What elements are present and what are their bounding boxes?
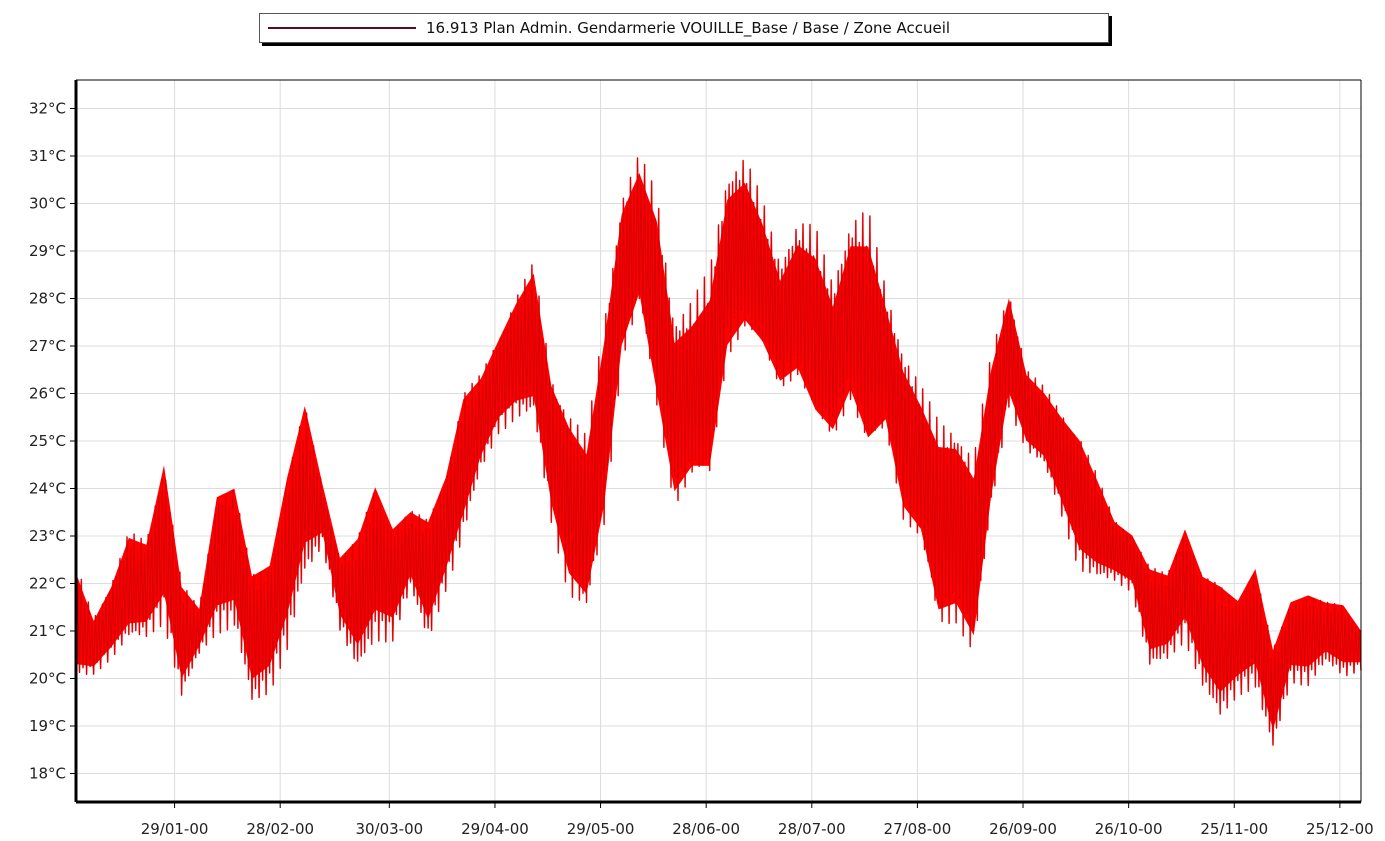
x-tick-label: 30/03-00 xyxy=(355,820,423,838)
y-tick-label: 25°C xyxy=(29,432,66,450)
y-tick-label: 19°C xyxy=(29,717,66,735)
series-line-red xyxy=(75,157,1362,746)
y-tick-label: 31°C xyxy=(29,147,66,165)
y-tick-label: 21°C xyxy=(29,622,66,640)
series-temperature xyxy=(75,157,1362,746)
y-tick-label: 18°C xyxy=(29,765,66,783)
x-tick-label: 29/01-00 xyxy=(141,820,209,838)
legend-swatch-line xyxy=(268,27,416,29)
y-tick-label: 23°C xyxy=(29,527,66,545)
x-tick-label: 26/10-00 xyxy=(1095,820,1163,838)
chart-grid xyxy=(76,80,1361,802)
y-tick-label: 27°C xyxy=(29,337,66,355)
x-tick-label: 28/07-00 xyxy=(778,820,846,838)
y-tick-label: 22°C xyxy=(29,575,66,593)
x-axis-ticks: 29/01-00 28/02-00 30/03-00 29/04-00 29/05-00… xyxy=(141,802,1374,838)
y-tick-label: 26°C xyxy=(29,385,66,403)
legend-series-label: 16.913 Plan Admin. Gendarmerie VOUILLE_B… xyxy=(426,19,951,37)
x-tick-label: 27/08-00 xyxy=(884,820,952,838)
chart-axes xyxy=(74,79,1362,804)
x-tick-label: 28/02-00 xyxy=(246,820,314,838)
y-axis-ticks: 18°C 19°C 20°C 21°C 22°C 23°C 24°C 25°C 26°C 27°C… xyxy=(29,100,76,783)
y-tick-label: 30°C xyxy=(29,195,66,213)
x-tick-label: 29/04-00 xyxy=(461,820,529,838)
x-tick-label: 26/09-00 xyxy=(989,820,1057,838)
y-tick-label: 32°C xyxy=(29,100,66,118)
y-tick-label: 29°C xyxy=(29,242,66,260)
x-tick-label: 28/06-00 xyxy=(672,820,740,838)
y-tick-label: 24°C xyxy=(29,480,66,498)
x-tick-label: 25/12-00 xyxy=(1306,820,1374,838)
x-tick-label: 25/11-00 xyxy=(1200,820,1268,838)
chart-legend: 16.913 Plan Admin. Gendarmerie VOUILLE_B… xyxy=(259,13,1109,43)
x-tick-label: 29/05-00 xyxy=(567,820,635,838)
y-tick-label: 20°C xyxy=(29,670,66,688)
y-tick-label: 28°C xyxy=(29,290,66,308)
